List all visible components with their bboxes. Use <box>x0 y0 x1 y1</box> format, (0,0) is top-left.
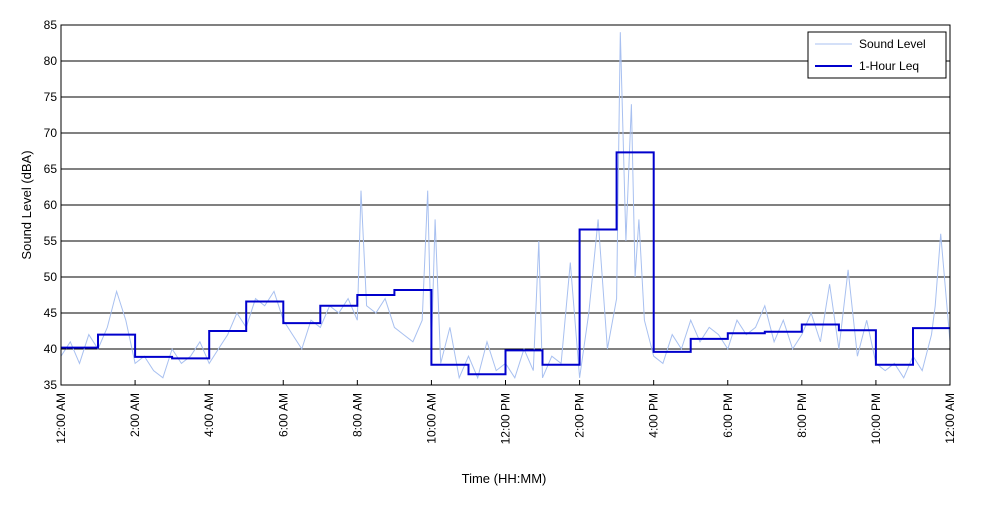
y-tick-label: 65 <box>44 162 58 176</box>
y-tick-label: 55 <box>44 234 58 248</box>
x-tick-label: 12:00 PM <box>499 393 513 444</box>
legend-label-1-hour-leq: 1-Hour Leq <box>859 59 919 73</box>
x-axis: 12:00 AM 2:00 AM 4:00 AM 6:00 AM 8:00 AM 10:0… <box>54 380 957 444</box>
y-tick-label: 70 <box>44 126 58 140</box>
legend-label-sound-level: Sound Level <box>859 37 926 51</box>
series-line-1-hour-leq <box>61 151 950 376</box>
x-tick-label: 10:00 AM <box>424 393 438 444</box>
x-tick-label: 2:00 PM <box>573 393 587 438</box>
y-tick-label: 35 <box>44 378 58 392</box>
x-axis-title: Time (HH:MM) <box>462 471 547 486</box>
y-axis-title: Sound Level (dBA) <box>19 150 34 259</box>
x-tick-label: 4:00 AM <box>202 393 216 437</box>
legend: Sound Level 1-Hour Leq <box>807 31 947 79</box>
y-tick-label: 40 <box>44 342 58 356</box>
y-axis: 35 40 45 50 55 60 65 70 75 80 85 <box>44 18 66 392</box>
series-group <box>60 32 951 380</box>
x-tick-label: 10:00 PM <box>869 393 883 444</box>
x-tick-label: 12:00 AM <box>943 393 957 444</box>
x-tick-label: 12:00 AM <box>54 393 68 444</box>
y-tick-label: 85 <box>44 18 58 32</box>
x-tick-label: 6:00 PM <box>721 393 735 438</box>
x-tick-label: 6:00 AM <box>276 393 290 437</box>
y-tick-label: 80 <box>44 54 58 68</box>
legend-box <box>807 31 947 79</box>
y-tick-label: 45 <box>44 306 58 320</box>
y-tick-label: 50 <box>44 270 58 284</box>
series-line-sound-level <box>60 32 951 380</box>
y-tick-label: 60 <box>44 198 58 212</box>
x-tick-label: 8:00 AM <box>350 393 364 437</box>
y-tick-label: 75 <box>44 90 58 104</box>
x-tick-label: 2:00 AM <box>128 393 142 437</box>
x-tick-label: 4:00 PM <box>647 393 661 438</box>
x-tick-label: 8:00 PM <box>795 393 809 438</box>
